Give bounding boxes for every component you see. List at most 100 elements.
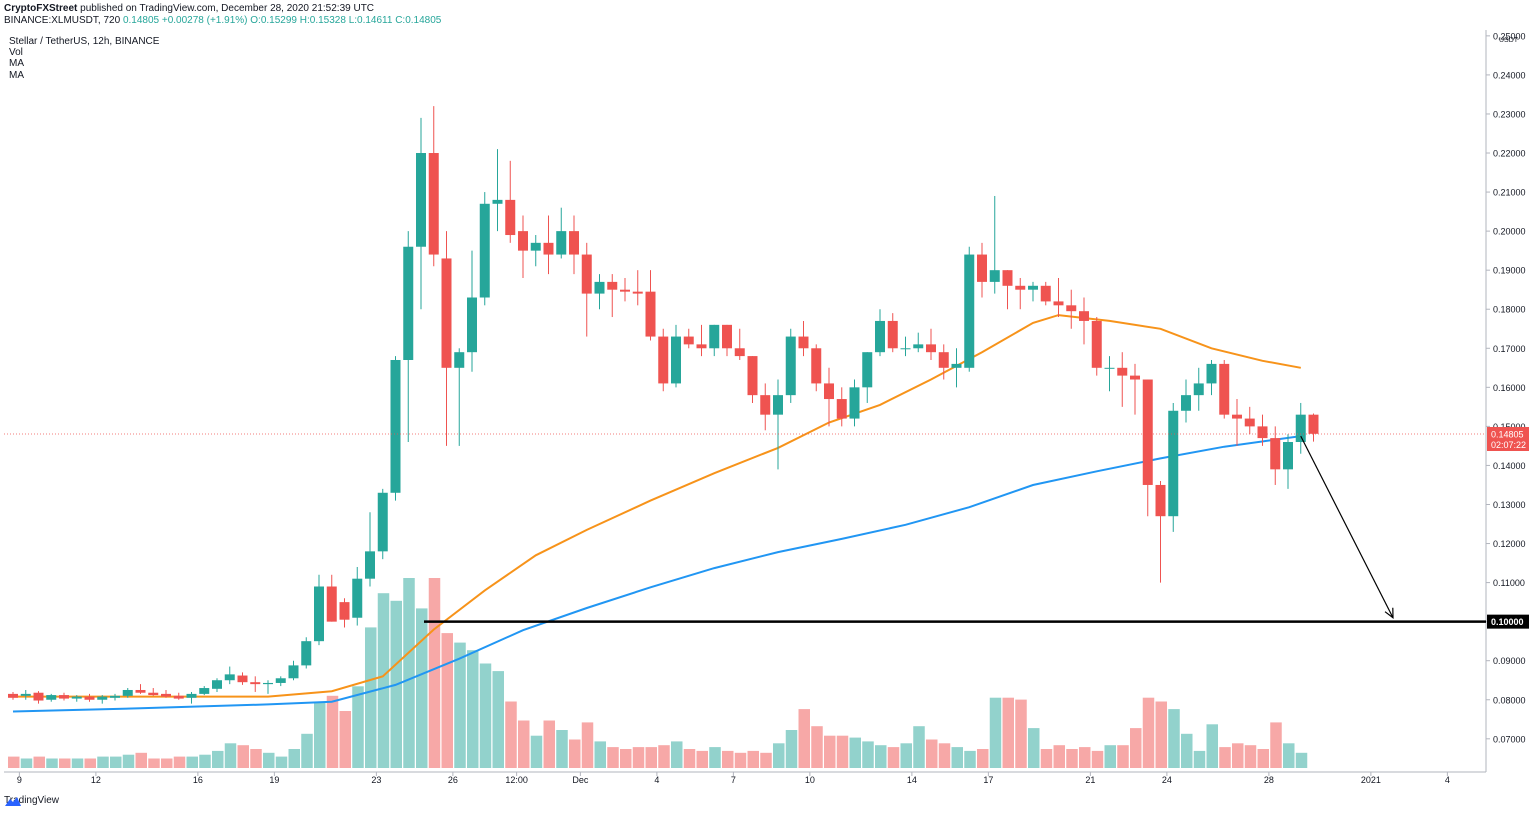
candle [1219,359,1230,419]
candle-body [314,586,324,642]
volume-bar [263,752,275,768]
candle-body [263,682,273,685]
volume-bar [1168,709,1180,768]
forecast-arrowhead [1384,607,1394,619]
candle [1232,399,1242,446]
candle-body [1270,438,1281,470]
author-name[interactable]: CryptoFXStreet [4,3,78,14]
volume-bar [84,758,96,768]
candle-body [20,693,31,696]
forecast-arrow-line [1300,435,1394,619]
volume-bar [887,747,900,768]
volume-bar [479,663,492,768]
candle-body [926,344,936,353]
volume-bar [416,608,428,768]
candle [785,328,796,403]
candle [1015,277,1026,310]
candle-body [913,344,924,349]
candle-body [989,270,1000,282]
volume-bar [352,686,364,768]
volume-bar [1257,749,1269,768]
candle-body [1168,410,1179,517]
candle-body [1002,270,1013,286]
candle [773,379,783,470]
volume-bar [569,739,581,768]
candle [148,688,159,696]
candle [926,328,936,360]
volume-bar [658,745,670,768]
volume-bar [275,756,288,768]
candle [1181,379,1191,423]
price-tick-label: 0.21000 [1493,188,1526,198]
candle-body [301,641,312,666]
publication-line: CryptoFXStreet published on TradingView.… [4,3,374,15]
volume-bar [403,578,415,768]
price-tick-label: 0.14000 [1493,461,1526,471]
volume-bar [683,749,696,768]
candle [441,231,452,446]
candle-body [59,695,69,699]
volume-bar [849,737,861,768]
candle [518,215,528,278]
candle [1283,434,1293,489]
candle [734,328,745,360]
price-tick-label: 0.24000 [1493,70,1526,80]
candle-body [1232,414,1242,419]
candle [403,231,414,443]
volume-bar [530,735,543,768]
candle [722,324,732,357]
time-tick-label: 21 [1085,775,1095,785]
candle-body [1066,305,1077,312]
candle [1130,363,1140,415]
candle-body [645,291,656,337]
candle-body [479,203,490,298]
tradingview-brand[interactable]: TradingView [4,795,59,806]
volume-bar [722,750,734,768]
candle [1142,379,1153,517]
time-tick-label: 19 [269,775,279,785]
candle [1257,414,1268,446]
volume-bar [1283,743,1295,768]
volume-bar [135,752,147,768]
candle [20,689,31,700]
legend-ma-fast[interactable]: MA [9,58,24,69]
candle-body [1206,363,1217,384]
volume-bar [760,752,772,768]
candle [811,344,822,392]
volume-bars [8,578,1308,768]
candle-body [148,692,159,696]
candle-body [951,363,962,368]
candle [479,192,490,306]
candle [632,270,643,306]
volume-bar [1066,749,1078,768]
time-tick-label: 28 [1264,775,1274,785]
candle-body [862,352,873,388]
candle-body [709,324,720,349]
candle [1066,289,1077,329]
candle-body [760,395,771,415]
candle-body [1142,379,1153,485]
legend-vol[interactable]: Vol [9,47,23,58]
legend-ma-slow[interactable]: MA [9,70,24,81]
candle [900,336,911,357]
volume-bar [824,735,836,768]
volume-bar [964,750,976,768]
price-tick-label: 0.25000 [1493,31,1526,41]
price-axis-background [1486,30,1536,772]
candle-body [1104,367,1115,369]
candle [1244,406,1255,435]
candle-body [467,297,477,353]
candle [212,678,222,692]
legend-title[interactable]: Stellar / TetherUS, 12h, BINANCE [9,36,160,47]
candle [135,684,146,694]
candle [581,242,592,337]
volume-bar [1015,699,1027,768]
volume-bar [632,747,645,768]
symbol-ohlc-line: BINANCE:XLMUSDT, 720 0.14805 +0.00278 (+… [4,15,441,27]
candle-body [581,254,592,294]
candle [492,149,503,232]
candle [747,356,758,403]
volume-bar [212,750,224,768]
